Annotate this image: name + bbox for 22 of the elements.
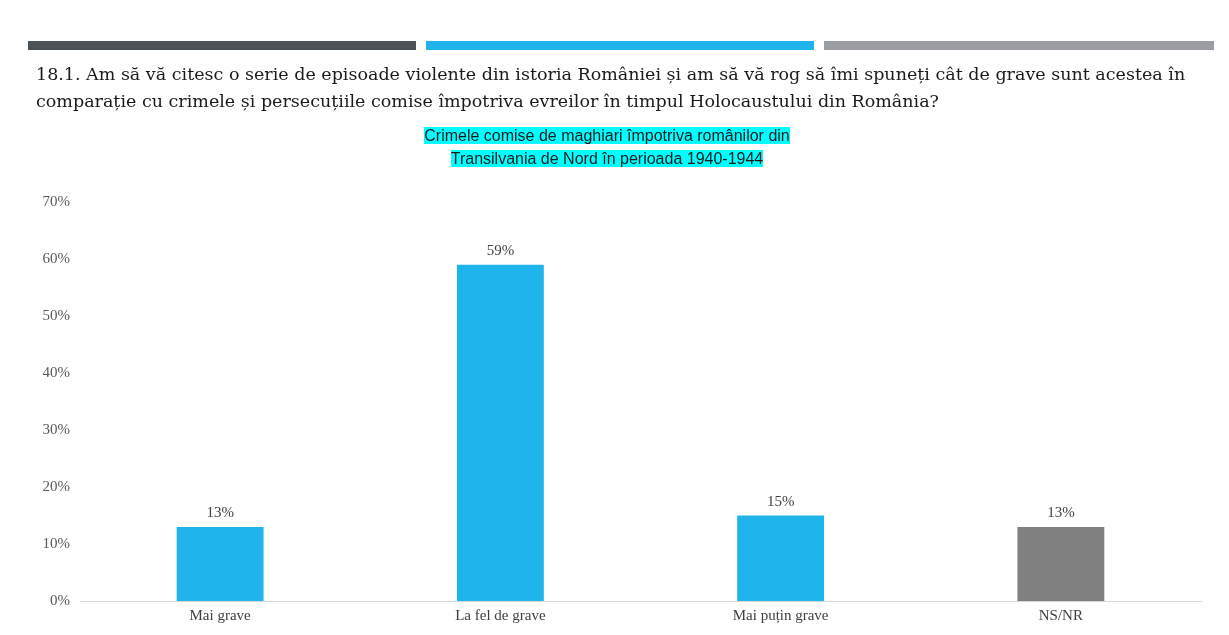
chart-subtitle: Crimele comise de maghiari împotriva românilor din Transilvania de Nord în perioada 1940-1944 <box>424 127 790 167</box>
data-label: 13% <box>1047 504 1075 521</box>
data-label: 15% <box>766 492 795 509</box>
y-tick-label: 30% <box>42 420 70 437</box>
x-tick-label: NS/NR <box>1038 606 1083 623</box>
y-tick-label: 0% <box>50 591 70 608</box>
x-tick-label: Mai puțin grave <box>732 606 829 624</box>
bar <box>737 515 825 601</box>
bar <box>1017 526 1105 601</box>
y-tick-label: 50% <box>42 306 70 323</box>
y-tick-label: 40% <box>42 363 70 380</box>
y-tick-label: 60% <box>42 249 70 266</box>
chart-title: 18.1. Am să vă citesc o serie de episoade violente din istoria României și am să vă rog să îmi spuneți cât de grave sunt acestea în comparație cu crimele și persecuțiile comise împotriva evreilor în timpul Holocaustului din România? <box>36 63 1187 113</box>
y-tick-label: 10% <box>42 534 70 551</box>
y-tick-label: 20% <box>42 477 70 494</box>
bar <box>456 264 544 601</box>
bar <box>176 526 264 601</box>
data-label: 59% <box>486 242 515 259</box>
data-label: 13% <box>206 504 234 521</box>
x-tick-label: La fel de grave <box>455 606 546 623</box>
x-tick-label: Mai grave <box>189 606 252 623</box>
y-tick-label: 70% <box>42 192 70 209</box>
